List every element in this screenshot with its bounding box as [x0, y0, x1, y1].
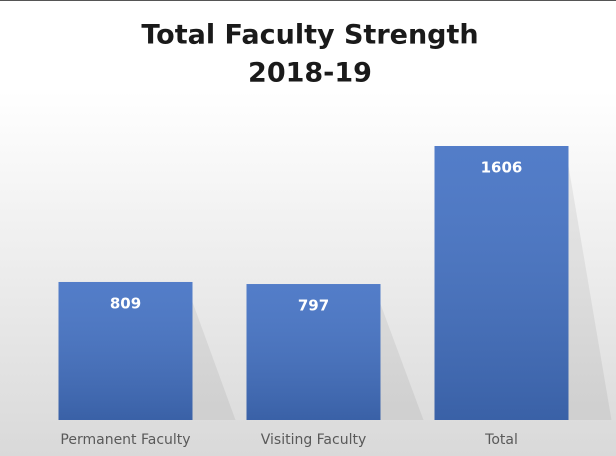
- value-label: 1606: [481, 159, 523, 177]
- chart-title: Total Faculty Strength: [141, 20, 478, 51]
- bar-shadow: [568, 166, 612, 420]
- bar-shade: [246, 284, 381, 420]
- x-tick-label: Visiting Faculty: [261, 432, 367, 448]
- x-tick-label: Permanent Faculty: [60, 432, 190, 448]
- value-label: 797: [298, 297, 329, 315]
- bar-shade: [434, 146, 569, 420]
- bar-shadow: [380, 304, 424, 420]
- chart-subtitle: 2018-19: [248, 58, 372, 89]
- x-tick-label: Total: [484, 432, 518, 448]
- bar-shadow: [192, 301, 236, 420]
- value-label: 809: [110, 294, 141, 312]
- bar-shade: [58, 281, 193, 420]
